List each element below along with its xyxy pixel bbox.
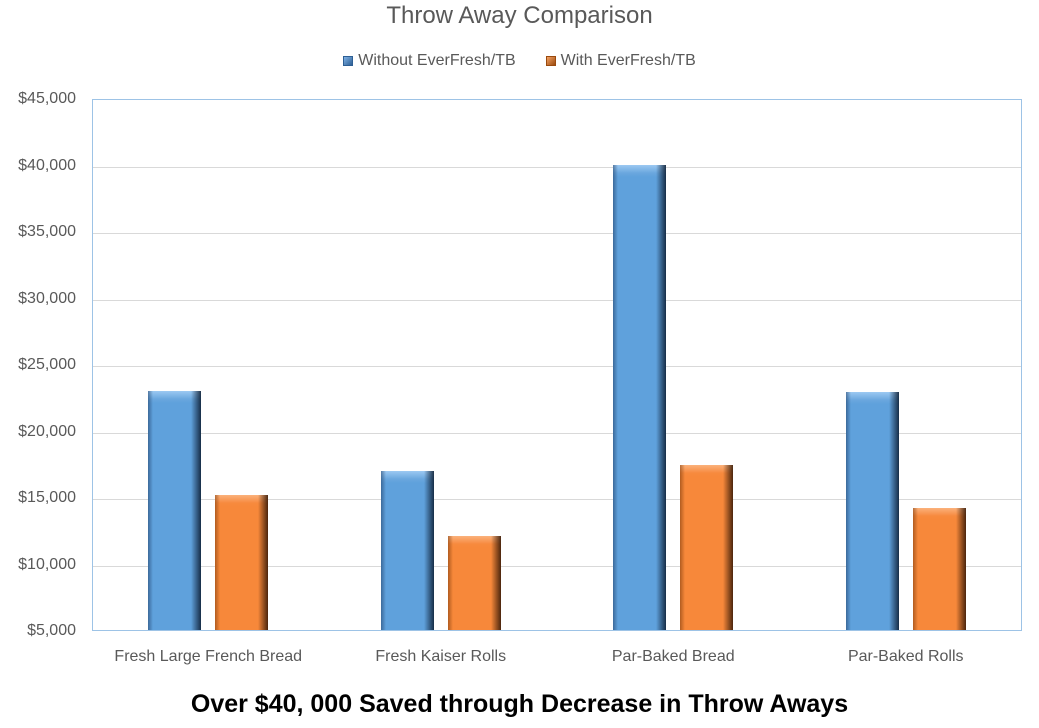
gridline — [93, 166, 1021, 168]
gridline — [93, 366, 1021, 367]
bar-with-0 — [215, 495, 269, 630]
y-tick-label: $35,000 — [18, 223, 76, 240]
bar-with-1 — [447, 535, 501, 630]
bar-without-0 — [148, 390, 202, 630]
y-tick-label: $25,000 — [18, 356, 76, 373]
legend-item-without: Without EverFresh/TB — [343, 52, 516, 70]
bar-without-1 — [380, 471, 434, 630]
bar-without-3 — [845, 391, 899, 630]
legend: Without EverFresh/TB With EverFresh/TB — [0, 52, 1039, 70]
bar-without-2 — [613, 165, 667, 630]
plot-area — [92, 99, 1022, 631]
bar-with-3 — [912, 508, 966, 630]
y-tick-label: $30,000 — [18, 289, 76, 307]
legend-swatch-orange-icon — [545, 56, 556, 66]
x-tick-label: Par-Baked Bread — [611, 648, 735, 665]
x-tick-label: Fresh Large French Bread — [114, 648, 303, 665]
bar-with-2 — [680, 465, 734, 630]
x-tick-label: Fresh Kaiser Rolls — [375, 648, 507, 665]
chart-title: Throw Away Comparison — [386, 2, 653, 29]
x-tick-label: Par-Baked Rolls — [847, 648, 964, 665]
y-tick-label: $20,000 — [18, 422, 76, 440]
gridline — [93, 233, 1021, 234]
legend-label: With EverFresh/TB — [560, 52, 696, 69]
y-tick-label: $40,000 — [18, 156, 76, 174]
gridline — [93, 432, 1021, 434]
y-tick-label: $45,000 — [18, 90, 76, 107]
gridline — [93, 499, 1021, 500]
chart-caption: Over $40, 000 Saved through Decrease in … — [190, 690, 849, 718]
gridline — [93, 565, 1021, 567]
legend-item-with: With EverFresh/TB — [545, 52, 696, 70]
legend-swatch-blue-icon — [343, 56, 354, 66]
legend-label: Without EverFresh/TB — [358, 52, 516, 69]
y-tick-label: $5,000 — [27, 622, 76, 639]
y-tick-label: $15,000 — [18, 489, 76, 506]
gridline — [93, 299, 1021, 301]
y-tick-label: $10,000 — [18, 555, 76, 573]
